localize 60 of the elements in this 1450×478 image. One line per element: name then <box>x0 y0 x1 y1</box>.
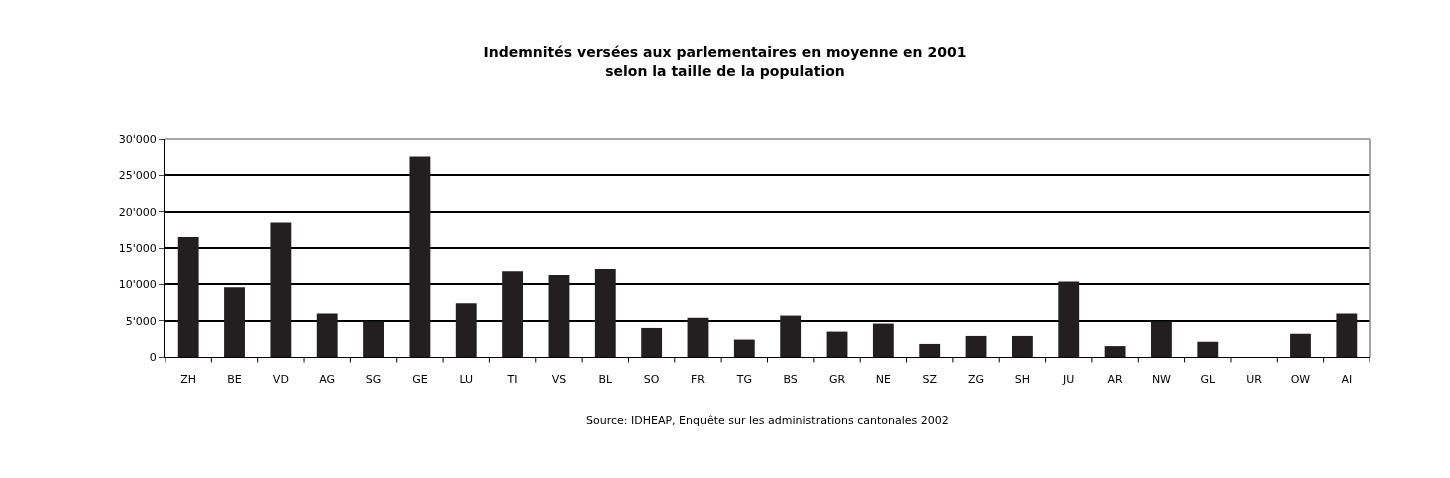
bar <box>1104 346 1126 357</box>
y-tick-label: 20'000 <box>118 205 157 219</box>
x-tick-label: TG <box>735 373 752 387</box>
x-tick-label: AI <box>1341 373 1353 387</box>
bar <box>965 335 987 357</box>
bar <box>733 339 755 357</box>
bar <box>826 331 848 357</box>
x-tick-label: AG <box>319 373 336 387</box>
bar <box>780 315 802 357</box>
bar <box>641 327 663 357</box>
bar <box>270 222 292 357</box>
bar <box>177 237 199 357</box>
x-tick-label: SH <box>1014 373 1031 387</box>
x-tick-label: BE <box>227 373 242 387</box>
bar <box>1151 321 1172 357</box>
bar <box>455 303 477 357</box>
bar <box>1290 333 1311 357</box>
bar <box>502 271 524 357</box>
x-tick-label: ZH <box>180 373 197 387</box>
bar <box>1336 313 1358 357</box>
x-tick-label: LU <box>459 373 474 387</box>
y-tick-label: 0 <box>149 350 157 364</box>
x-tick-label: BS <box>783 373 798 387</box>
x-tick-label: AR <box>1107 373 1124 387</box>
x-tick-label: NE <box>875 373 891 387</box>
x-tick-label: VS <box>551 373 567 387</box>
x-tick-label: UR <box>1246 373 1263 387</box>
x-tick-label: NW <box>1151 373 1172 387</box>
source-note: Source: IDHEAP, Enquête sur les administrations cantonales 2002 <box>586 414 949 427</box>
x-tick-label: GR <box>828 373 846 387</box>
x-tick-label: ZG <box>968 373 985 387</box>
x-tick-label: JU <box>1062 373 1075 387</box>
bar <box>224 287 245 357</box>
x-tick-label: GE <box>412 373 428 387</box>
bar <box>548 274 570 357</box>
bar <box>1197 341 1219 357</box>
x-tick-label: OW <box>1290 373 1311 387</box>
x-tick-label: SZ <box>922 373 938 387</box>
y-tick-label: 5'000 <box>125 314 157 328</box>
bar <box>316 313 338 357</box>
y-tick-label: 30'000 <box>118 132 157 146</box>
y-tick-label: 10'000 <box>118 278 157 292</box>
y-tick-label: 25'000 <box>118 169 157 183</box>
bar <box>1011 335 1033 357</box>
chart-title: Indemnités versées aux parlementaires en moyenne en 2001 selon la taille de la population <box>483 44 967 79</box>
bar <box>409 156 431 357</box>
x-tick-label: TI <box>506 373 518 387</box>
bar <box>594 269 616 357</box>
x-tick-label: BL <box>598 373 613 387</box>
x-tick-label: FR <box>690 373 706 387</box>
bar <box>687 317 709 357</box>
bar <box>919 343 941 357</box>
y-tick-label: 15'000 <box>118 241 157 255</box>
x-tick-label: SG <box>365 373 382 387</box>
x-tick-label: GL <box>1200 373 1216 387</box>
x-tick-label: VD <box>272 373 289 387</box>
bar <box>872 323 894 357</box>
bar <box>363 321 384 357</box>
bar <box>1058 281 1080 357</box>
x-tick-label: SO <box>643 373 660 387</box>
